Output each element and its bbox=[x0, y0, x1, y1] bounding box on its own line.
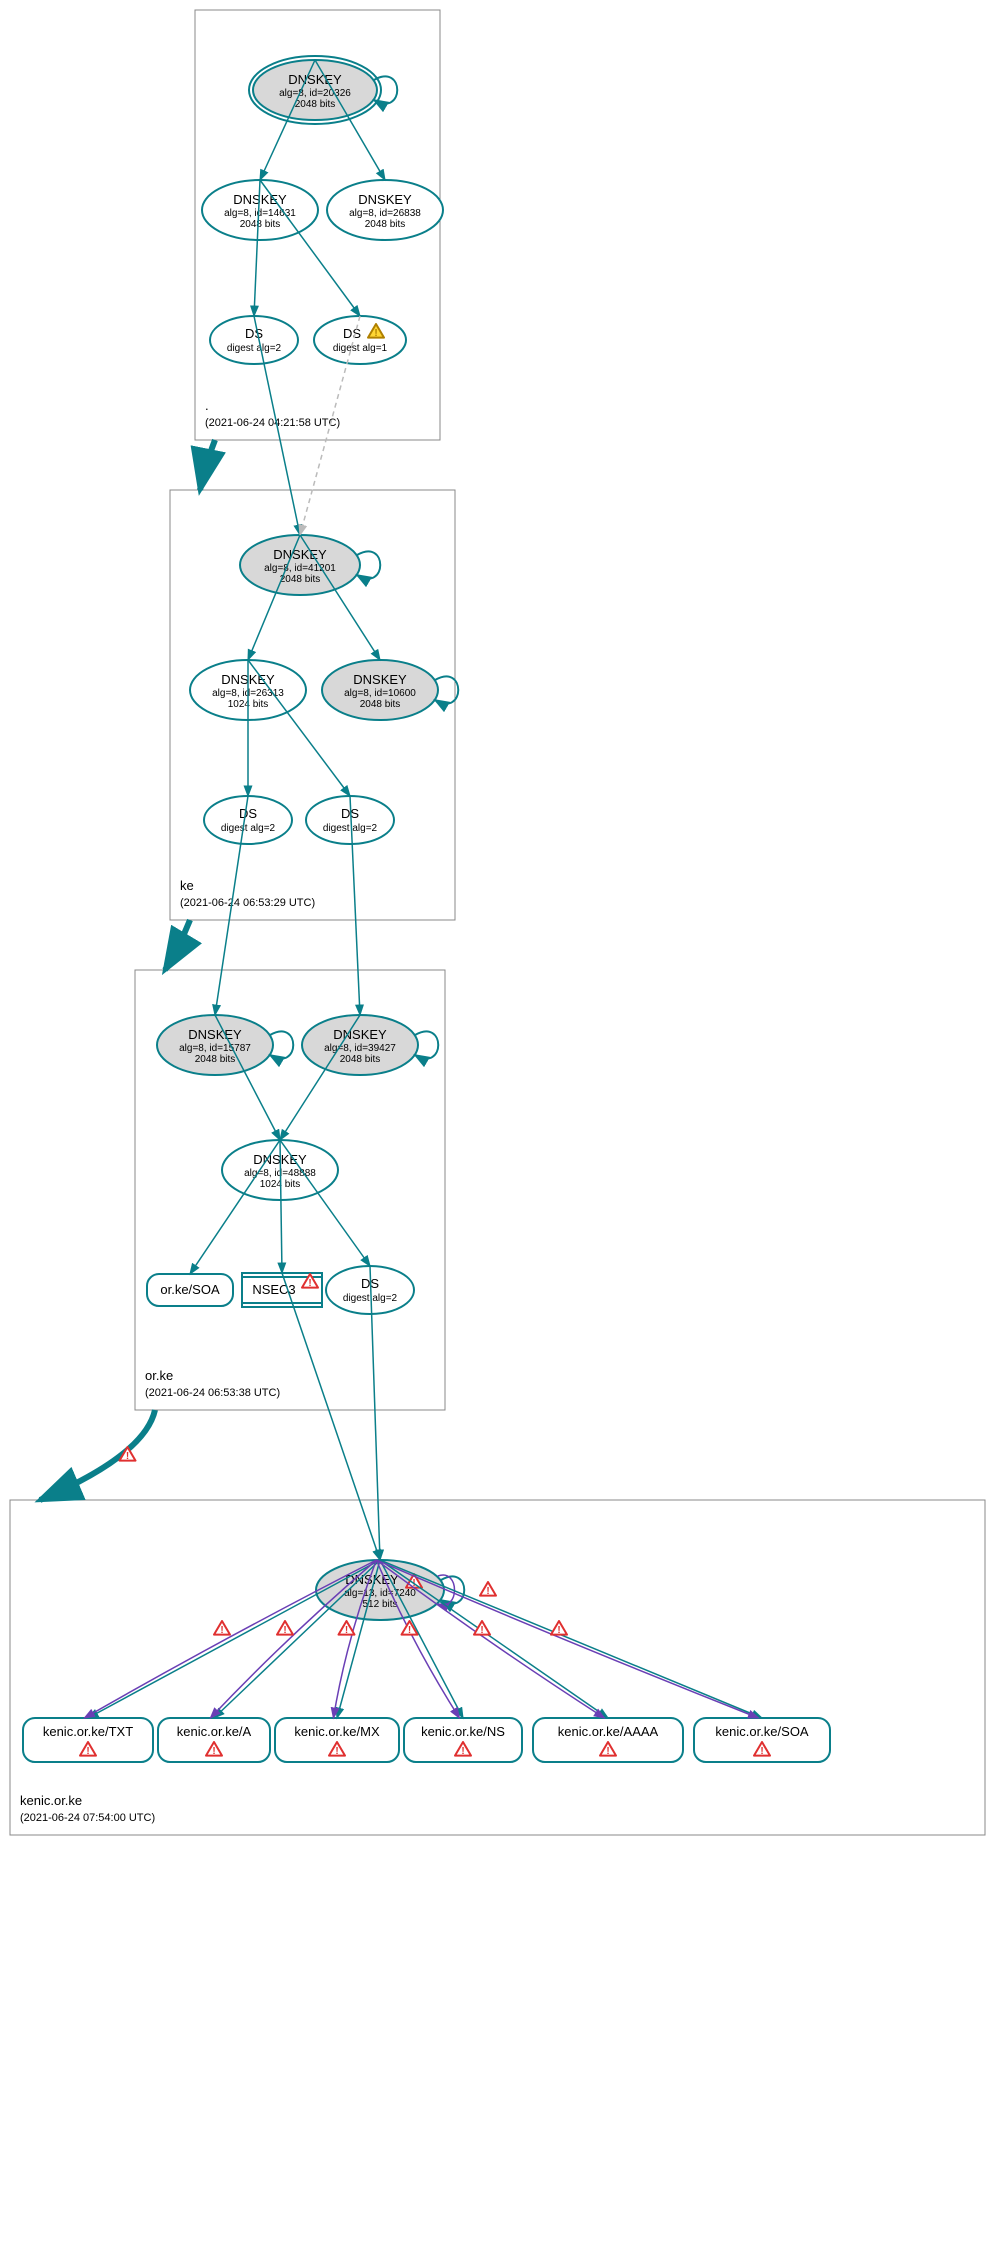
zone-label: ke bbox=[180, 878, 194, 893]
zone-timestamp: (2021-06-24 06:53:29 UTC) bbox=[180, 897, 315, 909]
node-title: kenic.or.ke/MX bbox=[294, 1724, 380, 1739]
node-title: DS bbox=[245, 326, 263, 341]
node-title: DNSKEY bbox=[273, 547, 327, 562]
zone-edge bbox=[40, 1410, 155, 1500]
node-title: kenic.or.ke/AAAA bbox=[558, 1724, 659, 1739]
node-title: DNSKEY bbox=[358, 192, 412, 207]
node-sub1: alg=8, id=20326 bbox=[279, 88, 351, 99]
zone-kenic bbox=[10, 1500, 985, 1835]
node-title: kenic.or.ke/A bbox=[177, 1724, 252, 1739]
zone-label: . bbox=[205, 398, 209, 413]
zone-label: kenic.or.ke bbox=[20, 1793, 82, 1808]
edge bbox=[282, 1273, 380, 1560]
svg-text:!: ! bbox=[345, 1625, 348, 1636]
node-sub1: alg=8, id=26838 bbox=[349, 208, 421, 219]
svg-text:!: ! bbox=[480, 1625, 483, 1636]
node-title: kenic.or.ke/TXT bbox=[43, 1724, 133, 1739]
node-sub2: 2048 bits bbox=[240, 219, 281, 230]
svg-text:!: ! bbox=[126, 1451, 129, 1462]
node-sub2: 2048 bits bbox=[365, 219, 406, 230]
node-title: DNSKEY bbox=[288, 72, 342, 87]
svg-text:!: ! bbox=[760, 1746, 763, 1757]
svg-text:!: ! bbox=[308, 1278, 311, 1289]
svg-text:!: ! bbox=[374, 328, 377, 339]
svg-text:!: ! bbox=[220, 1625, 223, 1636]
zone-timestamp: (2021-06-24 06:53:38 UTC) bbox=[145, 1387, 280, 1399]
node-sub2: 2048 bits bbox=[360, 699, 401, 710]
dnssec-diagram: . (2021-06-24 04:21:58 UTC) ke (2021-06-24 … bbox=[0, 0, 995, 1855]
svg-text:!: ! bbox=[461, 1746, 464, 1757]
node-title: DNSKEY bbox=[333, 1027, 387, 1042]
node-sub1: digest alg=2 bbox=[221, 823, 276, 834]
svg-text:!: ! bbox=[283, 1625, 286, 1636]
svg-text:!: ! bbox=[212, 1746, 215, 1757]
node-title: or.ke/SOA bbox=[160, 1282, 220, 1297]
node-sub2: 2048 bits bbox=[340, 1054, 381, 1065]
node-sub2: 2048 bits bbox=[280, 574, 321, 585]
edge bbox=[214, 1560, 380, 1718]
node-sub1: alg=13, id=7240 bbox=[344, 1588, 416, 1599]
node-title: kenic.or.ke/NS bbox=[421, 1724, 505, 1739]
zone-timestamp: (2021-06-24 07:54:00 UTC) bbox=[20, 1812, 155, 1824]
zone-label: or.ke bbox=[145, 1368, 173, 1383]
node-sub2: 2048 bits bbox=[195, 1054, 236, 1065]
svg-text:!: ! bbox=[86, 1746, 89, 1757]
node-sub1: digest alg=2 bbox=[343, 1293, 398, 1304]
svg-text:!: ! bbox=[408, 1625, 411, 1636]
zone-edge bbox=[165, 920, 190, 970]
node-sub1: digest alg=1 bbox=[333, 343, 388, 354]
node-sub1: alg=8, id=15787 bbox=[179, 1043, 251, 1054]
node-sub2: 2048 bits bbox=[295, 99, 336, 110]
node-title: DNSKEY bbox=[188, 1027, 242, 1042]
svg-text:!: ! bbox=[557, 1625, 560, 1636]
zone-edge bbox=[200, 440, 215, 490]
node-sub1: alg=8, id=41201 bbox=[264, 563, 336, 574]
svg-text:!: ! bbox=[335, 1746, 338, 1757]
svg-text:!: ! bbox=[606, 1746, 609, 1757]
node-title: DNSKEY bbox=[353, 672, 407, 687]
edge bbox=[380, 1560, 762, 1718]
node-title: DS bbox=[343, 326, 361, 341]
svg-text:!: ! bbox=[486, 1586, 489, 1597]
node-sub1: alg=8, id=10600 bbox=[344, 688, 416, 699]
node-title: DS bbox=[239, 806, 257, 821]
zone-timestamp: (2021-06-24 04:21:58 UTC) bbox=[205, 417, 340, 429]
node-sub1: digest alg=2 bbox=[323, 823, 378, 834]
node-sub1: digest alg=2 bbox=[227, 343, 282, 354]
node-title: kenic.or.ke/SOA bbox=[715, 1724, 809, 1739]
node-sub1: alg=8, id=39427 bbox=[324, 1043, 396, 1054]
